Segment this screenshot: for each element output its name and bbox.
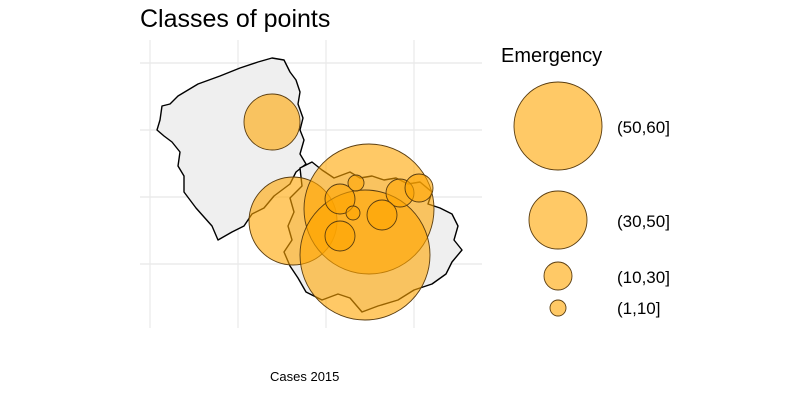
legend-symbols <box>513 81 603 317</box>
bubble <box>404 173 434 203</box>
bubble <box>366 199 398 231</box>
bubble <box>347 174 365 192</box>
bubbles <box>243 93 435 321</box>
legend-bubble-50-60 <box>513 81 603 171</box>
map-caption: Cases 2015 <box>270 369 340 384</box>
bubble <box>324 183 356 215</box>
bubble <box>324 220 356 252</box>
legend-bubble-10-30 <box>543 261 573 291</box>
legend-bubble-1-10 <box>549 299 567 317</box>
bubble <box>345 205 361 221</box>
legend-label-1-10: (1,10] <box>617 299 660 318</box>
bubble <box>243 93 301 151</box>
legend-label-10-30: (10,30] <box>617 268 670 287</box>
map-title: Classes of points <box>140 5 331 33</box>
legend-label-30-50: (30,50] <box>617 212 670 231</box>
legend-label-50-60: (50,60] <box>617 118 670 137</box>
legend-title: Emergency <box>501 45 603 67</box>
bubble <box>299 189 431 321</box>
legend-bubble-30-50 <box>528 190 588 250</box>
